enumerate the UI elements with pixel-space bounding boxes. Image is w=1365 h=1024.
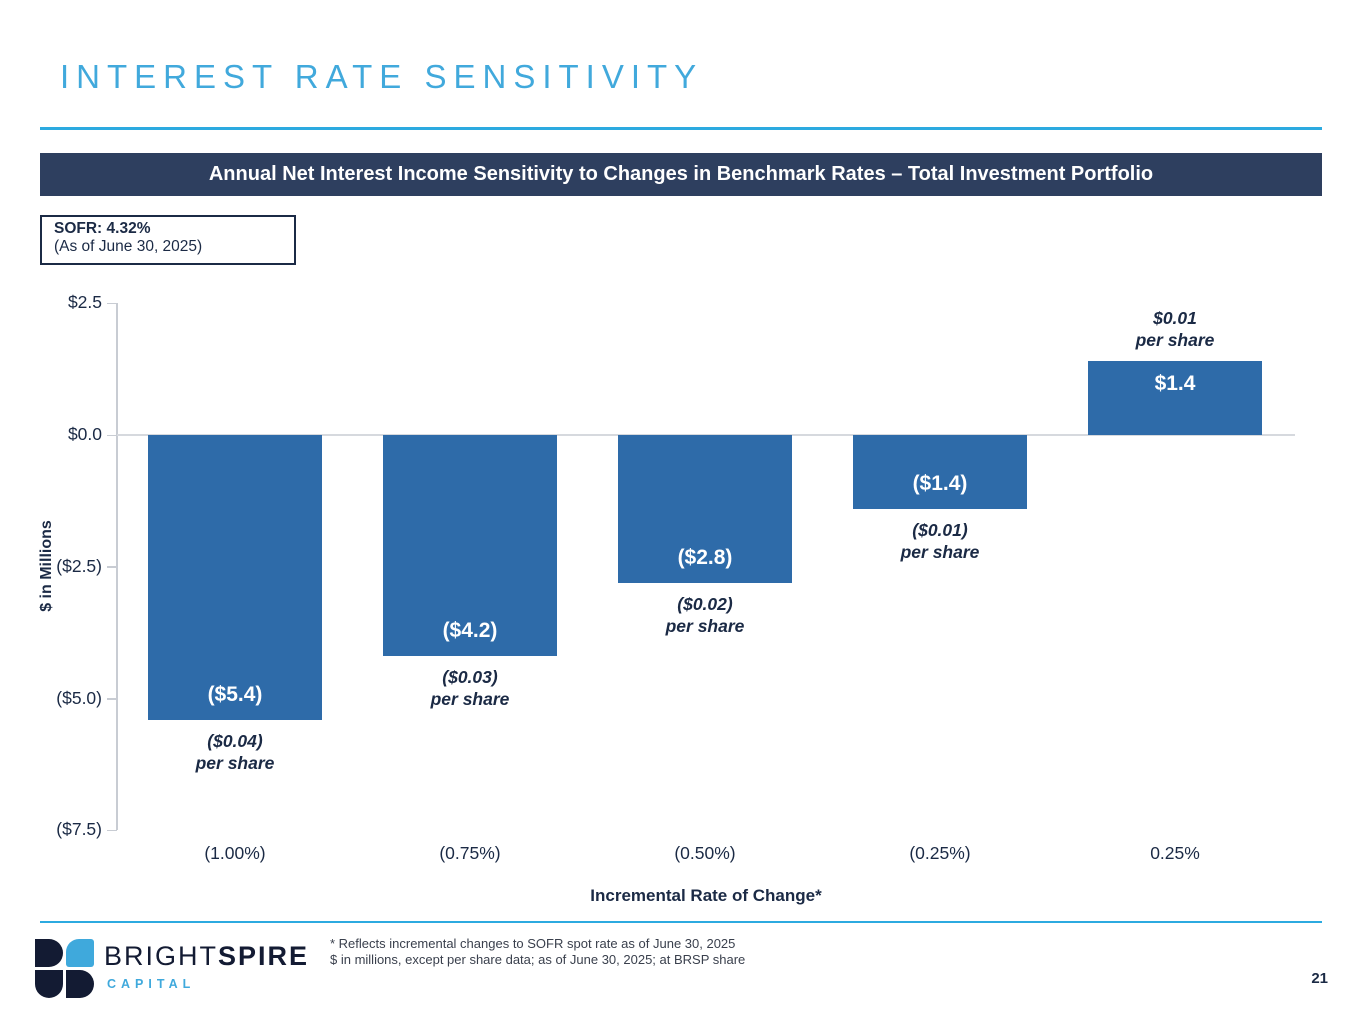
bar: ($4.2) (383, 435, 557, 657)
footer-divider-line (40, 921, 1322, 923)
x-tick-label: (0.25%) (909, 843, 971, 863)
y-tick-mark (107, 302, 117, 305)
y-tick-label: $2.5 (67, 292, 102, 313)
footnote-line-2: $ in millions, except per share data; as… (330, 951, 746, 967)
per-share-line: per share (430, 689, 510, 710)
per-share-label: ($0.02) per share (595, 593, 815, 637)
x-tick-label: (1.00%) (204, 843, 266, 863)
footnote-line-1: * Reflects incremental changes to SOFR s… (330, 936, 736, 951)
sofr-rate: SOFR: 4.32% (54, 220, 151, 237)
y-tick-label: ($2.5) (56, 555, 102, 576)
bar: ($1.4) (853, 435, 1027, 509)
y-tick-label: ($5.0) (56, 687, 102, 708)
bar-value-label: ($1.4) (912, 471, 968, 495)
x-tick-label: 0.25% (1150, 843, 1200, 863)
logo-capital: CAPITAL (107, 977, 196, 991)
logo-wordmark: BRIGHTSPIRE (104, 941, 309, 972)
bar-value-label: ($5.4) (207, 682, 263, 706)
y-tick-label: $0.0 (67, 424, 102, 444)
footnotes: * Reflects incremental changes to SOFR s… (330, 936, 745, 967)
zero-gridline (117, 434, 1295, 436)
chart-title-banner: Annual Net Interest Income Sensitivity t… (40, 153, 1322, 196)
page-title: INTEREST RATE SENSITIVITY (60, 58, 704, 95)
logo-tile-top-left (35, 939, 63, 967)
y-tick-mark (107, 566, 117, 568)
per-share-line: $0.01 (1153, 308, 1197, 329)
y-tick-mark (107, 434, 117, 436)
logo-spire: SPIRE (218, 941, 310, 971)
page-number: 21 (1311, 970, 1328, 987)
x-tick-label: (0.75%) (439, 843, 501, 863)
sofr-callout-box: SOFR: 4.32% (As of June 30, 2025) (40, 215, 296, 265)
bar: ($2.8) (618, 435, 792, 583)
per-share-label: ($0.04) per share (125, 730, 345, 774)
x-tick-label: (0.50%) (674, 843, 736, 863)
logo-tile-top-right (66, 939, 94, 967)
bar: $1.4 (1088, 361, 1262, 435)
y-tick-mark (107, 698, 117, 700)
per-share-line: ($0.02) (677, 593, 733, 614)
per-share-line: per share (665, 615, 745, 636)
bar-value-label: $1.4 (1154, 372, 1196, 396)
sofr-as-of-date: (As of June 30, 2025) (54, 238, 203, 255)
per-share-label: ($0.03) per share (360, 666, 580, 710)
bar-value-label: ($2.8) (677, 545, 733, 569)
bar: ($5.4) (148, 435, 322, 720)
per-share-line: ($0.01) (912, 519, 968, 540)
title-divider-line (40, 127, 1322, 130)
chart-title-text: Annual Net Interest Income Sensitivity t… (208, 163, 1154, 185)
per-share-line: ($0.03) (442, 667, 498, 688)
logo-tile-bottom-left (35, 970, 63, 998)
logo-bright: BRIGHT (104, 941, 219, 971)
per-share-label: $0.01 per share (1065, 307, 1285, 351)
y-tick-mark (107, 829, 117, 832)
per-share-line: per share (195, 752, 275, 773)
per-share-line: ($0.04) (207, 730, 263, 751)
per-share-label: ($0.01) per share (830, 519, 1050, 563)
per-share-line: per share (900, 541, 980, 562)
per-share-line: per share (1135, 330, 1215, 351)
y-tick-label: ($7.5) (56, 819, 102, 840)
x-axis-title: Incremental Rate of Change* (590, 886, 822, 905)
logo-tile-bottom-right (66, 970, 94, 998)
bar-value-label: ($4.2) (442, 619, 498, 643)
